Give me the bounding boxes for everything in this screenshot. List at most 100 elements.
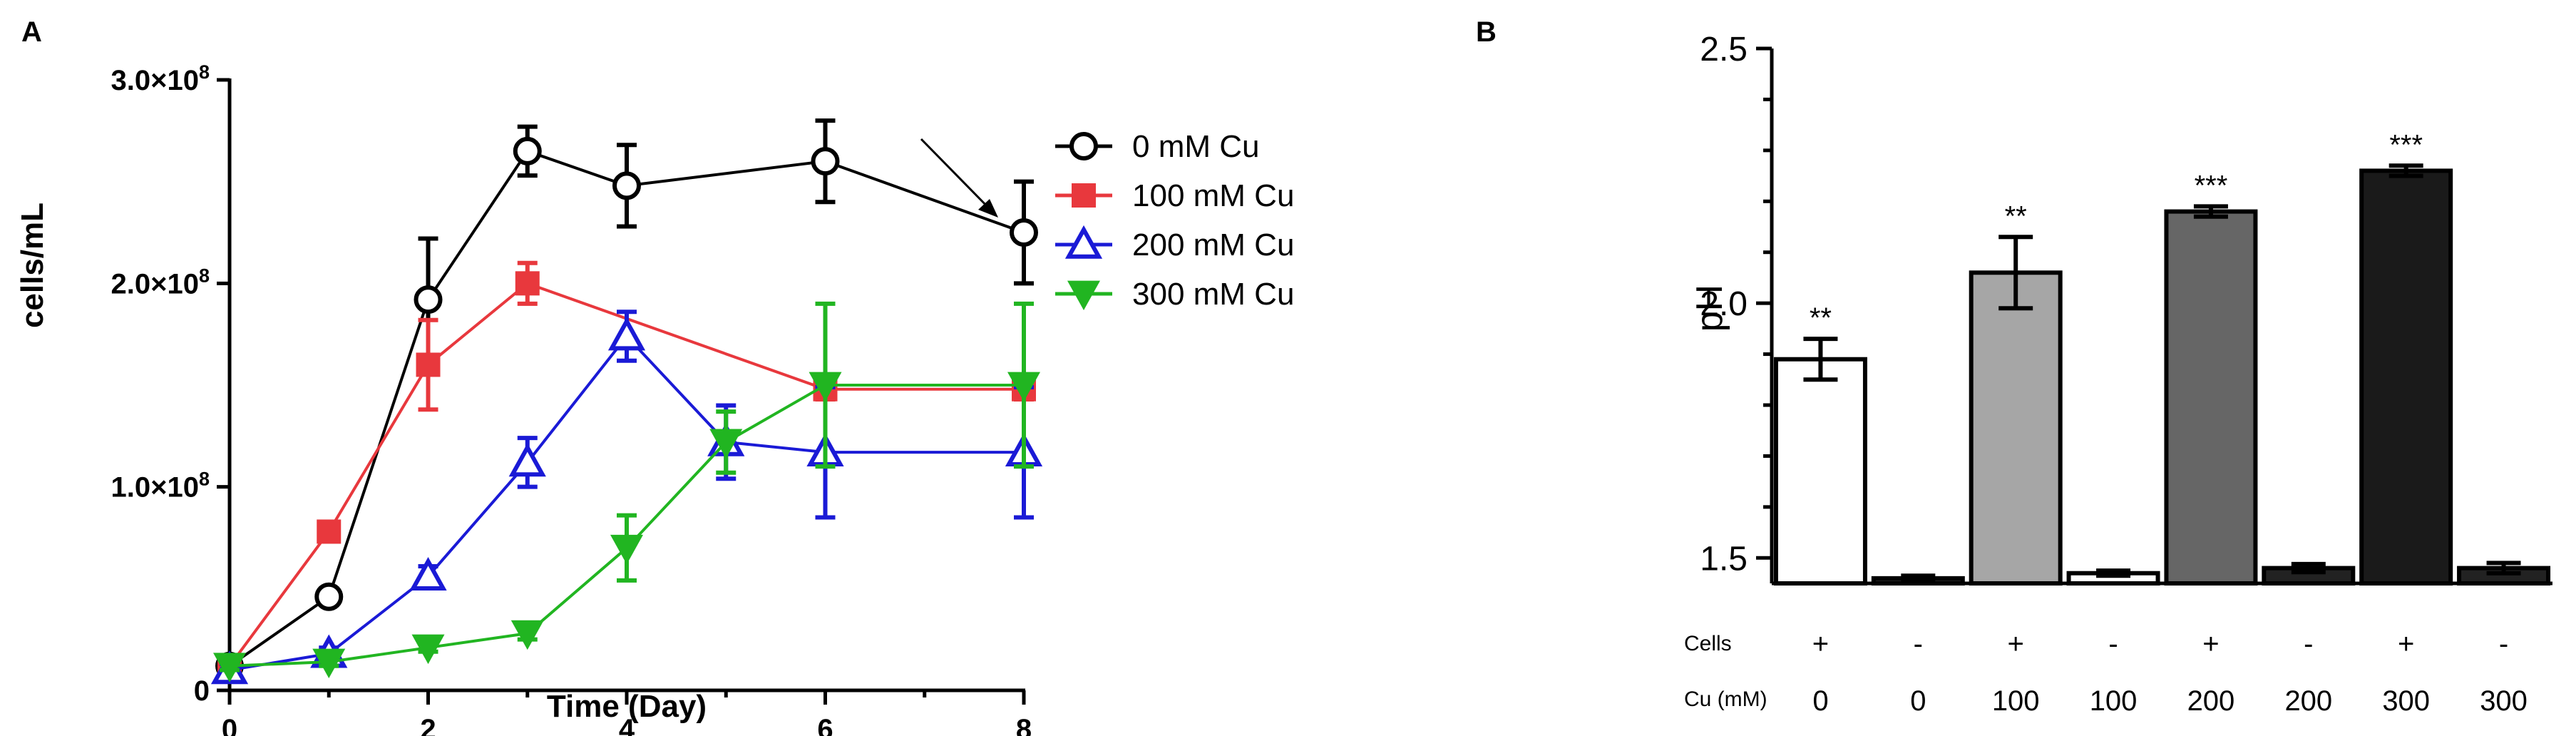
legend-item: 300 mM Cu xyxy=(1055,277,1294,312)
cells-sign: + xyxy=(2008,628,2024,660)
panel-a-plot-area xyxy=(210,118,1043,685)
marker-filled-triangle-down xyxy=(510,620,544,650)
error-bar xyxy=(2291,561,2326,575)
legend-label: 200 mM Cu xyxy=(1132,228,1294,262)
marker-filled-triangle-down xyxy=(1067,280,1100,310)
y-tick-label: 1.5 xyxy=(1700,540,1748,578)
cu-value: 300 xyxy=(2480,685,2528,717)
y-tick-label: 1.0×108 xyxy=(111,469,210,504)
significance-label: *** xyxy=(2389,129,2423,160)
legend-label: 0 mM Cu xyxy=(1132,129,1259,164)
panel-b-condition-rows: Cells Cu (mM) +0 - 0 +100 - 100 +200 - 200 +300 - 300 xyxy=(1684,628,2528,717)
y-tick-mantissa: 1.0×10 xyxy=(111,472,199,504)
series-line xyxy=(228,282,1024,667)
series-line xyxy=(229,384,1024,668)
marker-filled-triangle-down xyxy=(213,653,246,683)
marker-filled-triangle-down xyxy=(1007,372,1040,402)
panel-a-label: A xyxy=(21,16,42,48)
cells-sign: - xyxy=(2499,628,2508,660)
marker-filled-triangle-down xyxy=(411,634,445,665)
error-bar xyxy=(2096,568,2131,578)
x-tick-label: 6 xyxy=(817,714,833,736)
panel-a-y-axis-label: cells/mL xyxy=(15,203,50,328)
cu-value: 100 xyxy=(2090,685,2138,717)
error-bar xyxy=(2486,561,2521,576)
marker-filled-triangle-down xyxy=(312,648,346,679)
panel-a-growth-chart: A cells/mL Time (Day) 01.0×1082.0×1083.0… xyxy=(15,16,1294,736)
y-axis-label-ph: pH xyxy=(1689,285,1730,332)
x-tick-label: 0 xyxy=(222,714,237,736)
y-tick-exponent: 8 xyxy=(199,469,210,490)
annotation-arrow xyxy=(920,138,998,218)
marker-open-triangle xyxy=(508,443,546,477)
error-bar xyxy=(2388,163,2423,178)
y-tick-exponent: 8 xyxy=(199,265,210,286)
row-label-cu: Cu (mM) xyxy=(1684,688,1767,711)
row-label-cells: Cells xyxy=(1684,632,1732,655)
y-tick-label: 2.0 xyxy=(1700,285,1748,323)
x-tick-label: 4 xyxy=(619,714,635,736)
error-bar xyxy=(1998,235,2033,311)
marker-open-circle xyxy=(811,147,840,176)
cu-value: 0 xyxy=(1910,685,1926,717)
legend-item: 100 mM Cu xyxy=(1055,178,1294,213)
marker-filled-square xyxy=(317,519,342,544)
y-tick-label: 2.5 xyxy=(1700,31,1748,68)
marker-filled-square xyxy=(515,271,540,296)
marker-filled-triangle-down xyxy=(610,534,643,565)
significance-label: ** xyxy=(2005,200,2027,232)
x-tick-label: 8 xyxy=(1016,714,1032,736)
bar xyxy=(2359,168,2453,586)
cu-value: 0 xyxy=(1812,685,1828,717)
marker-open-circle xyxy=(314,582,344,611)
error-bar xyxy=(1803,337,1838,382)
cu-value: 200 xyxy=(2187,685,2235,717)
marker-open-circle xyxy=(1010,218,1038,247)
marker-open-circle xyxy=(612,171,641,200)
significance-label: *** xyxy=(2195,170,2228,201)
marker-filled-triangle-down xyxy=(809,372,842,402)
error-bar xyxy=(2193,204,2228,219)
marker-open-circle xyxy=(414,285,443,315)
y-tick-label: 2.0×108 xyxy=(111,265,210,300)
marker-filled-square xyxy=(1072,183,1096,208)
y-axis-label-cells: cells/mL xyxy=(15,203,50,328)
cells-sign: + xyxy=(1812,628,1829,660)
y-tick-label: 3.0×108 xyxy=(111,61,210,96)
bar xyxy=(2164,209,2258,586)
error-bar xyxy=(1901,573,1936,583)
panel-b-label: B xyxy=(1476,16,1497,48)
series-line xyxy=(229,334,1024,672)
marker-filled-triangle-down xyxy=(709,429,743,459)
marker-open-circle xyxy=(513,136,542,165)
series-0-mm-cu xyxy=(215,118,1038,680)
bar xyxy=(1773,357,1867,586)
x-tick-label: 2 xyxy=(420,714,436,736)
cu-value: 200 xyxy=(2284,685,2332,717)
legend-label: 300 mM Cu xyxy=(1132,277,1294,312)
y-tick-exponent: 8 xyxy=(199,61,210,83)
series-200-mm-cu xyxy=(210,310,1043,685)
marker-open-triangle xyxy=(1064,225,1103,259)
cells-sign: + xyxy=(2398,628,2414,660)
panel-a-legend: 0 mM Cu 100 mM Cu 200 mM Cu 300 mM Cu xyxy=(1055,129,1294,312)
legend-item: 0 mM Cu xyxy=(1055,129,1259,164)
y-tick-mantissa: 2.0×10 xyxy=(111,268,199,300)
cu-value: 300 xyxy=(2382,685,2430,717)
legend-label: 100 mM Cu xyxy=(1132,178,1294,213)
marker-open-triangle xyxy=(409,557,447,591)
cells-sign: - xyxy=(2304,628,2313,660)
series-300-mm-cu xyxy=(213,301,1040,683)
significance-label: ** xyxy=(1810,302,1832,334)
cells-sign: - xyxy=(2108,628,2118,660)
panel-b-y-axis-label: pH xyxy=(1689,285,1730,332)
cu-value: 100 xyxy=(1992,685,2040,717)
y-tick-mantissa: 0 xyxy=(194,675,210,707)
legend-item: 200 mM Cu xyxy=(1055,225,1294,262)
cells-sign: + xyxy=(2202,628,2219,660)
bar xyxy=(1969,270,2063,586)
cells-sign: - xyxy=(1914,628,1923,660)
panel-b-plot-area: ********** xyxy=(1773,129,2551,586)
